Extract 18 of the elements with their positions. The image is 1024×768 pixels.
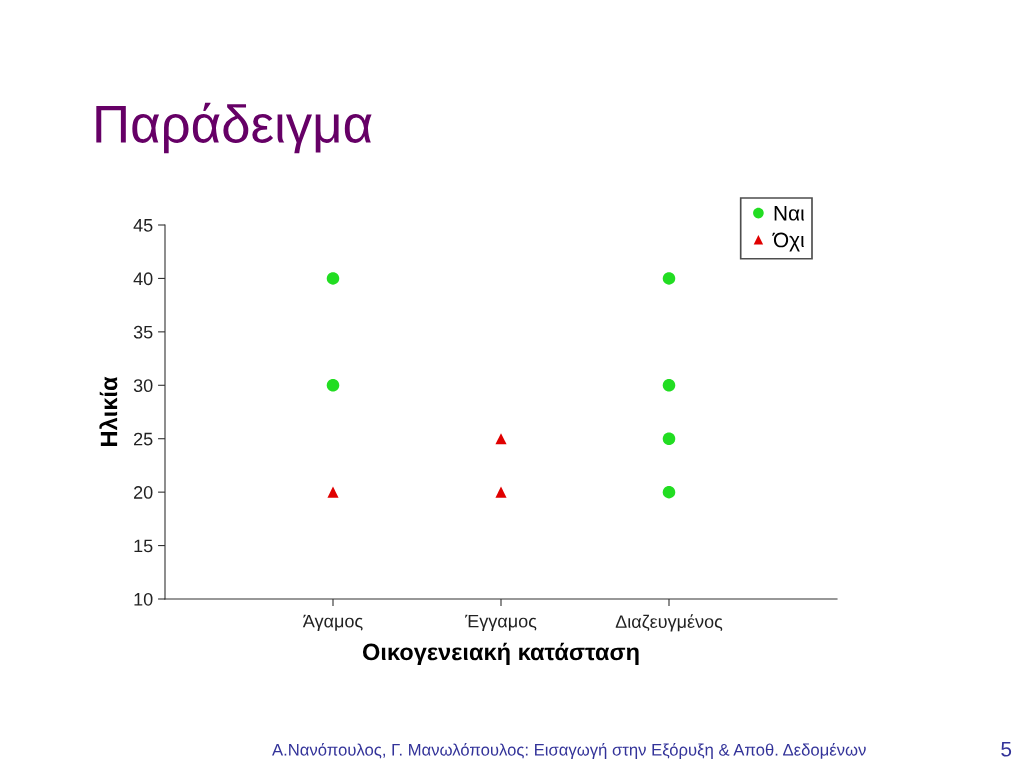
y-tick-label: 20 xyxy=(134,486,153,499)
y-tick-label: 15 xyxy=(134,539,153,553)
x-tick-label: Διαζευγμένος xyxy=(615,614,723,632)
y-tick-label: 45 xyxy=(133,219,153,232)
x-tick-label: Άγαμος xyxy=(302,614,363,632)
y-tick-label: 25 xyxy=(134,432,153,446)
chart-title: Παράδειγμα xyxy=(96,102,372,154)
y-tick-label: 40 xyxy=(133,272,153,286)
y-tick-label: 10 xyxy=(134,592,153,606)
x-tick-label: Έγγαμος xyxy=(465,614,537,632)
legend-label: Όχι xyxy=(772,232,805,252)
y-tick-label: 30 xyxy=(133,379,153,393)
text: 5 xyxy=(1001,742,1012,757)
y-axis-title: Ηλικία xyxy=(99,376,118,446)
legend-label: Ναι xyxy=(774,206,805,221)
text: Α.Νανόπουλος, Γ. Μανωλόπουλος: Εισαγωγή στην Εξόρυξη & Αποθ. Δεδομένων xyxy=(272,742,866,760)
y-tick-label: 35 xyxy=(133,325,153,339)
x-axis-title: Οικογενειακή κατάσταση xyxy=(362,642,639,665)
